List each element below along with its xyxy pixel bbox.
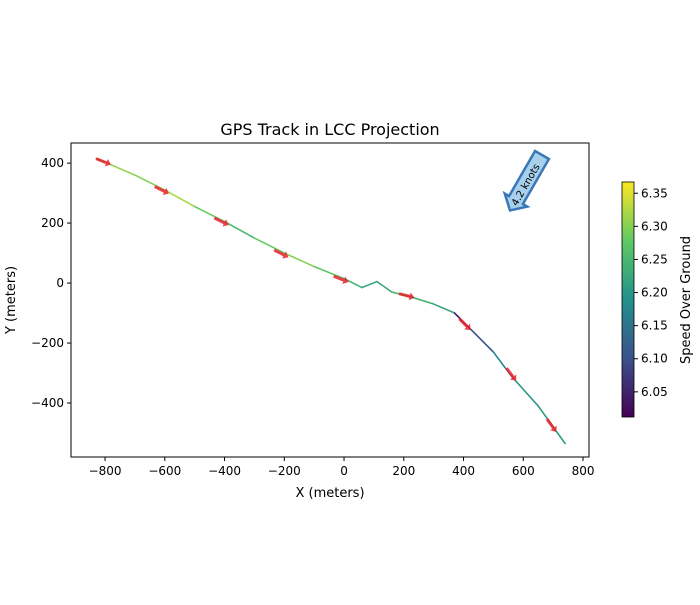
x-axis: −800 −600 −400 −200 0 200 400 600 800 xyxy=(89,457,595,478)
track-segment xyxy=(283,252,315,268)
heading-arrow xyxy=(545,418,557,433)
track-segment xyxy=(468,327,495,353)
track-line xyxy=(95,157,566,445)
x-tick-label: 0 xyxy=(340,464,348,478)
chart-title: GPS Track in LCC Projection xyxy=(220,120,439,139)
colorbar-tick-label: 6.05 xyxy=(641,385,668,399)
colorbar-label: Speed Over Ground xyxy=(679,236,694,364)
y-tick-label: 0 xyxy=(56,276,64,290)
wind-arrow-shape xyxy=(502,149,551,212)
heading-arrow xyxy=(95,157,111,167)
wind-arrow: 4.2 knots xyxy=(502,149,551,212)
heading-arrow xyxy=(505,367,517,381)
y-tick-label: 200 xyxy=(41,216,64,230)
y-tick-label: −400 xyxy=(31,396,64,410)
track-segment xyxy=(432,303,456,314)
heading-arrow xyxy=(333,274,349,284)
x-tick-label: −800 xyxy=(89,464,122,478)
colorbar-ticks: 6.05 6.10 6.15 6.20 6.25 6.30 6.35 xyxy=(634,186,668,399)
heading-arrow xyxy=(213,216,229,227)
track-segment xyxy=(510,375,540,407)
track-segment xyxy=(164,189,196,208)
track-segment xyxy=(361,280,378,289)
heading-arrow xyxy=(153,185,169,196)
x-axis-label: X (meters) xyxy=(295,486,364,501)
heading-arrows xyxy=(95,157,557,433)
plot-frame xyxy=(70,142,590,458)
y-axis: −400 −200 0 200 400 xyxy=(31,156,71,410)
track-segment xyxy=(376,280,393,293)
colorbar-tick-label: 6.25 xyxy=(641,252,668,266)
x-tick-label: 800 xyxy=(572,464,595,478)
x-tick-label: 200 xyxy=(392,464,415,478)
y-tick-label: −200 xyxy=(31,336,64,350)
x-tick-label: −400 xyxy=(208,464,241,478)
colorbar xyxy=(621,181,635,418)
heading-arrow xyxy=(458,317,471,331)
x-tick-label: −600 xyxy=(148,464,181,478)
heading-arrow xyxy=(273,248,289,259)
x-tick-label: −200 xyxy=(268,464,301,478)
x-tick-label: 600 xyxy=(512,464,535,478)
x-tick-label: 400 xyxy=(452,464,475,478)
colorbar-tick-label: 6.20 xyxy=(641,286,668,300)
colorbar-tick-label: 6.35 xyxy=(641,186,668,200)
track-segment xyxy=(313,265,345,280)
track-segment xyxy=(253,237,286,254)
colorbar-tick-label: 6.10 xyxy=(641,352,668,366)
y-tick-label: 400 xyxy=(41,156,64,170)
y-axis-label: Y (meters) xyxy=(4,266,19,335)
colorbar-tick-label: 6.30 xyxy=(641,219,668,233)
track-segment xyxy=(223,220,256,239)
heading-arrow xyxy=(398,292,415,301)
colorbar-tick-label: 6.15 xyxy=(641,319,668,333)
